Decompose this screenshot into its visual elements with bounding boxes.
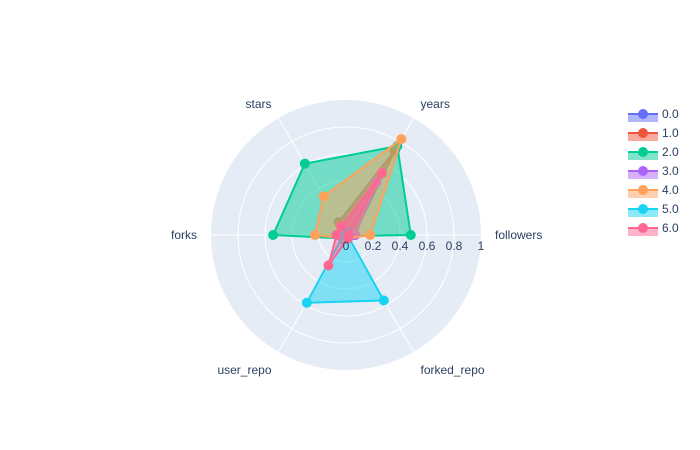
legend-item-0.0[interactable]: 0.0 (628, 107, 679, 122)
axis-label-stars: stars (245, 97, 271, 111)
legend-label: 0.0 (662, 107, 679, 121)
legend-swatch-marker (638, 109, 648, 119)
point-4.0-followers[interactable] (365, 230, 376, 240)
legend-swatch-marker (638, 185, 648, 195)
point-2.0-forks[interactable] (268, 230, 279, 240)
axis-label-user_repo: user_repo (217, 363, 271, 377)
point-6.0-stars[interactable] (336, 221, 347, 232)
radial-tick-label: 0 (343, 239, 350, 253)
point-6.0-forks[interactable] (331, 230, 342, 240)
legend-label: 3.0 (662, 164, 679, 178)
legend-item-4.0[interactable]: 4.0 (628, 183, 679, 198)
point-5.0-forked_repo[interactable] (378, 295, 389, 306)
legend-item-6.0[interactable]: 6.0 (628, 221, 679, 236)
radial-ticks: 0 0.2 0.4 0.6 0.8 1 (343, 239, 485, 253)
legend-label: 6.0 (662, 221, 679, 235)
axis-label-years: years (421, 97, 450, 111)
point-6.0-user_repo[interactable] (323, 260, 334, 271)
legend-item-2.0[interactable]: 2.0 (628, 145, 679, 160)
legend-item-5.0[interactable]: 5.0 (628, 202, 679, 217)
legend-swatch-marker (638, 223, 648, 233)
radial-tick-label: 0.8 (446, 239, 463, 253)
point-5.0-user_repo[interactable] (301, 297, 312, 308)
radial-tick-label: 0.6 (419, 239, 436, 253)
legend-item-1.0[interactable]: 1.0 (628, 126, 679, 141)
radial-tick-label: 0.4 (392, 239, 409, 253)
point-4.0-forks[interactable] (309, 230, 320, 240)
legend-label: 5.0 (662, 202, 679, 216)
point-2.0-stars[interactable] (299, 158, 310, 169)
legend-item-3.0[interactable]: 3.0 (628, 164, 679, 179)
radial-tick-label: 0.2 (365, 239, 382, 253)
axis-label-forks: forks (171, 228, 197, 242)
point-4.0-stars[interactable] (318, 191, 329, 202)
legend-swatch-marker (638, 204, 648, 214)
legend-label: 4.0 (662, 183, 679, 197)
legend-swatch-marker (638, 147, 648, 157)
legend-label: 1.0 (662, 126, 679, 140)
axis-label-followers: followers (495, 228, 542, 242)
series-6.0[interactable] (323, 168, 387, 271)
radial-tick-label: 1 (478, 239, 485, 253)
legend-swatch-marker (638, 128, 648, 138)
axis-label-forked_repo: forked_repo (421, 363, 485, 377)
point-2.0-followers[interactable] (405, 230, 416, 240)
series-layer (268, 134, 416, 308)
legend-label: 2.0 (662, 145, 679, 159)
point-4.0-years[interactable] (396, 134, 407, 145)
point-6.0-years[interactable] (376, 168, 387, 179)
angular-axis-labels: followers years stars forks user_repo forked_… (171, 97, 542, 377)
legend-swatch-marker (638, 166, 648, 176)
legend[interactable]: 0.0 1.0 2.0 3.0 4.0 5.0 6.0 (628, 107, 679, 236)
point-6.0-forked_repo[interactable] (343, 233, 354, 244)
